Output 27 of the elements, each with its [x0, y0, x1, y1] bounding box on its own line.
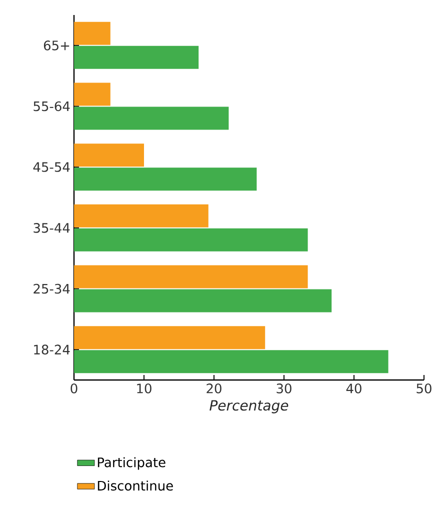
y-tick-label: 55-64	[34, 101, 70, 112]
x-tick-label: 40	[346, 384, 362, 394]
x-tick-label: 10	[137, 384, 152, 394]
bar	[74, 46, 199, 69]
legend-label: Participate	[98, 457, 166, 470]
x-axis-title: Percentage	[210, 400, 288, 414]
bar	[74, 144, 144, 167]
bar	[74, 289, 332, 312]
x-tick-label: 50	[416, 384, 432, 394]
legend-label: Discontinue	[98, 480, 173, 491]
bar	[74, 22, 110, 45]
y-tick-label: 35-44	[34, 223, 70, 233]
bar	[74, 350, 388, 374]
bar	[74, 265, 308, 288]
bar	[74, 326, 266, 350]
y-tick-label: 18-24	[34, 344, 70, 355]
bar	[74, 82, 110, 106]
bar	[74, 168, 257, 191]
x-tick-label: 30	[276, 384, 292, 394]
bar	[74, 204, 208, 228]
y-tick-label: 65+	[44, 40, 70, 50]
y-tick-label: 25-34	[34, 284, 70, 294]
x-tick-label: 0	[70, 384, 78, 394]
y-tick-label: 45-54	[33, 162, 70, 172]
x-tick-label: 20	[206, 384, 222, 394]
bar	[74, 228, 308, 252]
bar	[74, 106, 229, 130]
